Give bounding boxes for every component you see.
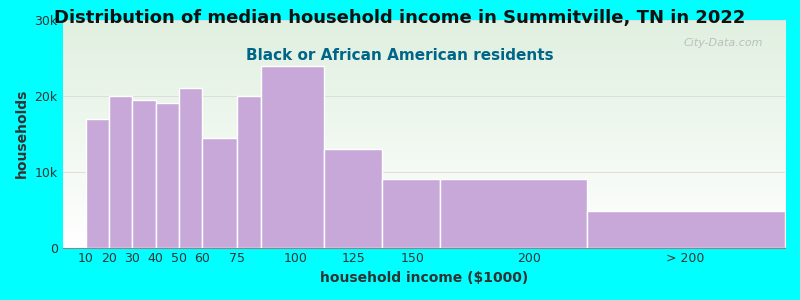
Bar <box>323 149 382 248</box>
Bar <box>382 179 440 248</box>
Text: City-Data.com: City-Data.com <box>684 38 763 48</box>
Bar <box>179 88 202 247</box>
Bar <box>109 96 133 247</box>
Y-axis label: households: households <box>15 89 29 178</box>
Bar <box>440 179 587 248</box>
Bar <box>133 100 156 248</box>
Text: Distribution of median household income in Summitville, TN in 2022: Distribution of median household income … <box>54 9 746 27</box>
Bar <box>261 65 323 248</box>
Bar <box>238 96 261 247</box>
X-axis label: household income ($1000): household income ($1000) <box>320 271 528 285</box>
Text: Black or African American residents: Black or African American residents <box>246 48 554 63</box>
Bar <box>86 118 109 247</box>
Bar <box>156 103 179 248</box>
Bar <box>587 211 785 248</box>
Bar <box>202 138 238 248</box>
